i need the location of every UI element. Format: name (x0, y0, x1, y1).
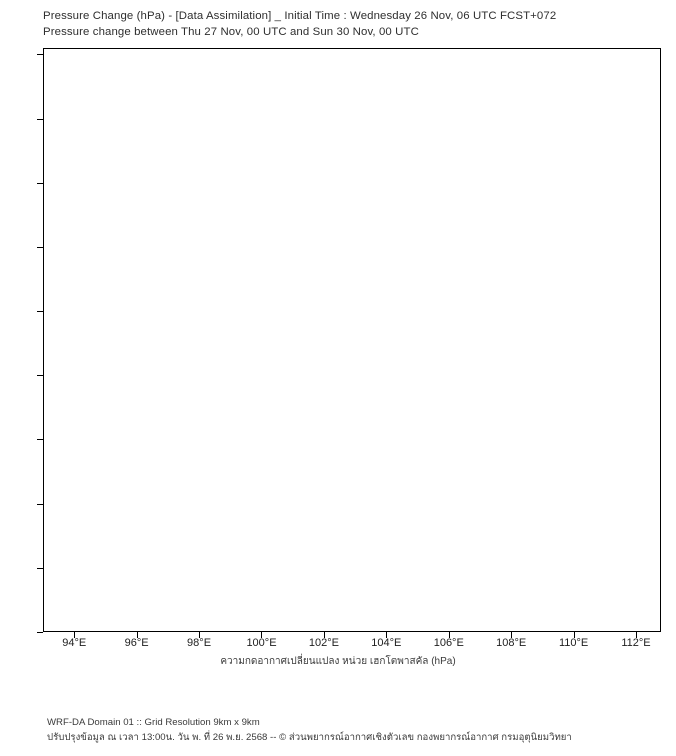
lon-tick (74, 632, 76, 638)
lon-axis-label: 102°E (308, 637, 339, 649)
lon-tick (386, 632, 388, 638)
lat-tick (37, 503, 43, 505)
colorbar-tick-layer (50, 695, 626, 711)
footer-model-info: WRF-DA Domain 01 :: Grid Resolution 9km … (47, 717, 260, 728)
lat-tick (37, 439, 43, 441)
lat-tick (37, 567, 43, 569)
lon-axis-label: 108°E (496, 637, 527, 649)
lon-axis-label: 100°E (246, 637, 277, 649)
map-plot-area (43, 48, 661, 632)
lon-axis-label: 106°E (433, 637, 464, 649)
coastline-and-grid-overlay (44, 49, 660, 631)
lon-tick (636, 632, 638, 638)
colorbar (50, 673, 626, 695)
lon-axis-label: 110°E (558, 637, 589, 649)
colorbar-gradient (50, 673, 626, 695)
page-title: Pressure Change (hPa) - [Data Assimilati… (43, 10, 557, 22)
chart-title-block: Pressure Change (hPa) - [Data Assimilati… (43, 8, 673, 40)
lon-axis-label: 94°E (62, 637, 87, 649)
lat-tick (37, 632, 43, 633)
footer-credit: ปรับปรุงข้อมูล ณ เวลา 13:00น. วัน พ. ที่… (47, 732, 572, 743)
lon-tick (261, 632, 263, 638)
lat-tick (37, 246, 43, 248)
lon-tick (199, 632, 201, 638)
lon-axis-label: 98°E (187, 637, 212, 649)
colorbar-caption: ความกดอากาศเปลี่ยนแปลง หน่วย เฮกโตพาสคัล… (220, 656, 456, 667)
lon-tick (323, 632, 325, 638)
footer-block: WRF-DA Domain 01 :: Grid Resolution 9km … (47, 716, 667, 745)
lat-tick (37, 118, 43, 120)
lon-tick (448, 632, 450, 638)
lon-tick (573, 632, 575, 638)
lon-tick (511, 632, 513, 638)
colorbar-block: ความกดอากาศเปลี่ยนแปลง หน่วย เฮกโตพาสคัล… (0, 655, 676, 711)
lon-axis-label: 112°E (621, 637, 651, 649)
chart-subtitle: Pressure change between Thu 27 Nov, 00 U… (43, 26, 419, 38)
lat-tick (37, 311, 43, 313)
lat-tick (37, 182, 43, 184)
lat-tick (37, 375, 43, 377)
lat-tick (37, 54, 43, 56)
lon-axis-label: 104°E (371, 637, 402, 649)
lon-axis-label: 96°E (124, 637, 149, 649)
lon-tick (136, 632, 138, 638)
